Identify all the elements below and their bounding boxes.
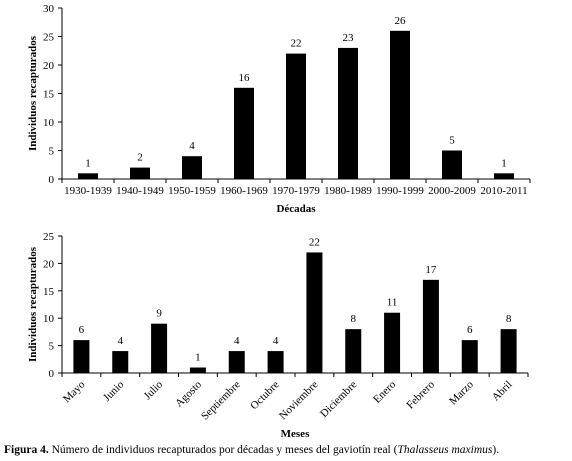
meses-data-label: 9 (156, 308, 162, 320)
meses-data-label: 11 (387, 297, 398, 309)
meses-y-axis-title: Individuos recapturados (27, 246, 39, 362)
meses-data-label: 17 (425, 264, 437, 276)
meses-data-label: 8 (351, 313, 357, 325)
meses-bar (384, 312, 401, 373)
meses-bar (461, 340, 478, 373)
decadas-y-tick-label: 20 (43, 60, 55, 72)
meses-category-label: Marzo (447, 378, 476, 407)
meses-data-label: 1 (195, 352, 201, 364)
decadas-data-label: 1 (85, 157, 91, 169)
meses-category-label: Septiembre (199, 379, 243, 423)
meses-category-label: Octubre (248, 379, 282, 413)
caption-text: Número de individuos recapturados por dé… (48, 444, 398, 456)
decadas-y-axis-title: Individuos recapturados (27, 35, 39, 151)
decadas-bar (442, 150, 462, 179)
decadas-category-label: 1980-1989 (324, 185, 372, 197)
decadas-data-label: 22 (291, 38, 302, 50)
meses-y-tick-label: 10 (43, 313, 55, 325)
decadas-category-label: 2010-2011 (480, 185, 527, 197)
meses-data-label: 6 (79, 324, 85, 336)
meses-bar (500, 329, 517, 373)
figure-charts: 05101520253011930-193921940-194941950-19… (27, 3, 531, 440)
meses-bar (73, 340, 90, 373)
decadas-y-tick-label: 10 (43, 117, 55, 129)
meses-data-label: 6 (467, 324, 473, 336)
meses-category-label: Abril (490, 379, 515, 404)
meses-data-label: 8 (506, 313, 512, 325)
meses-bar (422, 279, 439, 373)
meses-x-axis-title: Meses (281, 428, 310, 440)
meses-bar (228, 351, 245, 373)
decadas-bar (130, 167, 150, 179)
decadas-bar (286, 53, 306, 179)
meses-category-label: Diciembre (318, 379, 359, 420)
caption-species: Thalasseus maximus (397, 444, 493, 456)
decadas-category-label: 1940-1949 (116, 185, 164, 197)
decadas-category-label: 1960-1969 (220, 185, 268, 197)
decadas-category-label: 1990-1999 (376, 185, 424, 197)
decadas-bar (390, 30, 410, 179)
decadas-y-tick-label: 0 (49, 174, 55, 186)
decadas-category-label: 1930-1939 (64, 185, 112, 197)
decadas-data-label: 2 (137, 152, 143, 164)
decadas-category-label: 1970-1979 (272, 185, 320, 197)
meses-bar (151, 323, 168, 373)
decadas-bar (78, 173, 98, 179)
decadas-x-axis-title: Décadas (276, 203, 316, 215)
meses-bar (345, 329, 362, 373)
meses-bar (189, 367, 206, 373)
meses-y-tick-label: 25 (43, 231, 55, 243)
meses-category-label: Agosto (173, 378, 204, 409)
meses-data-label: 22 (309, 236, 320, 248)
meses-y-tick-label: 20 (43, 258, 55, 270)
meses-y-tick-label: 0 (49, 368, 55, 380)
decadas-y-tick-label: 30 (43, 3, 55, 15)
meses-bar (112, 351, 129, 373)
decadas-data-label: 26 (395, 15, 407, 27)
meses-category-label: Junio (101, 378, 127, 404)
meses-category-label: Noviembre (277, 379, 321, 423)
decadas-y-tick-label: 15 (43, 89, 55, 101)
decadas-category-label: 1950-1959 (168, 185, 216, 197)
decadas-data-label: 23 (343, 32, 355, 44)
meses-bar (267, 351, 284, 373)
decadas-data-label: 5 (449, 135, 455, 147)
decadas-bar (234, 87, 254, 179)
caption-end: ). (492, 444, 500, 456)
meses-category-label: Julio (142, 378, 166, 402)
meses-y-tick-label: 15 (43, 286, 55, 298)
meses-data-label: 4 (273, 335, 279, 347)
decadas-bar (338, 47, 358, 180)
caption-label: Figura 4. (4, 444, 49, 456)
decadas-data-label: 16 (239, 72, 251, 84)
decadas-y-tick-label: 25 (43, 32, 55, 44)
meses-data-label: 4 (234, 335, 240, 347)
decadas-y-tick-label: 5 (49, 146, 55, 158)
decadas-bar (494, 173, 514, 179)
meses-category-label: Enero (371, 378, 398, 405)
decadas-data-label: 1 (501, 157, 507, 169)
meses-category-label: Mayo (61, 378, 88, 405)
figure-caption: Figura 4. Número de individuos recaptura… (4, 443, 570, 457)
meses-y-tick-label: 5 (49, 341, 55, 353)
decadas-category-label: 2000-2009 (428, 185, 476, 197)
meses-category-label: Febrero (404, 378, 437, 411)
meses-bar (306, 252, 323, 373)
meses-data-label: 4 (118, 335, 124, 347)
decadas-data-label: 4 (189, 140, 195, 152)
decadas-bar (182, 156, 202, 179)
